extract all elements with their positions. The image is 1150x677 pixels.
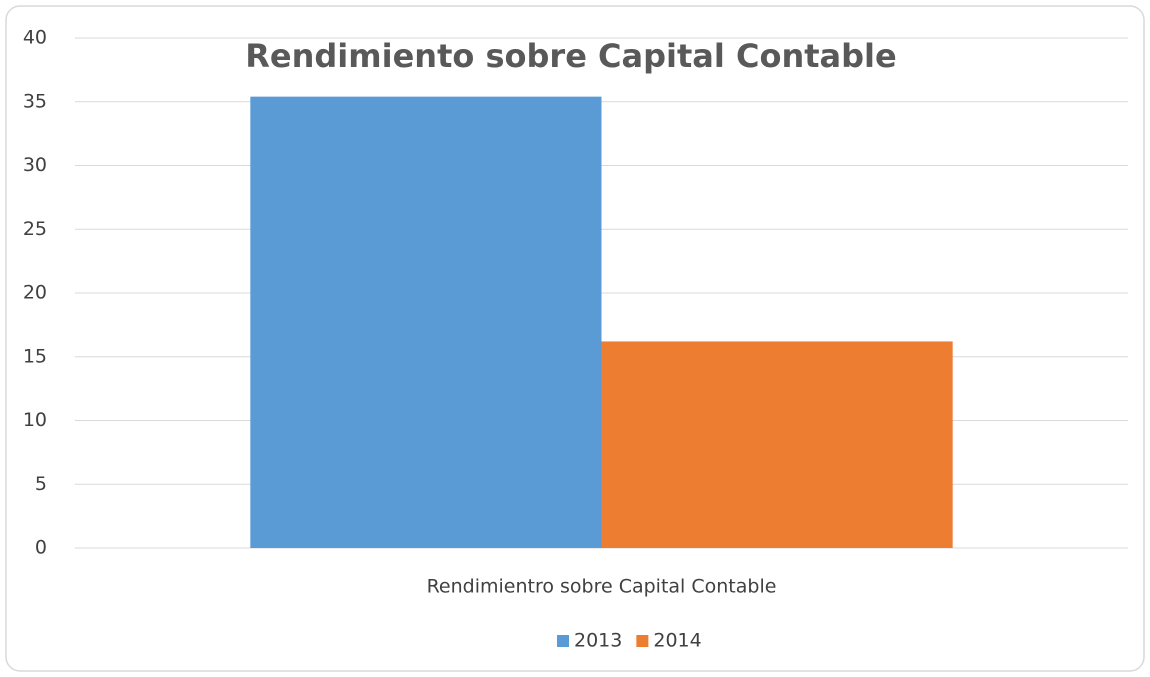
- legend-swatch: [557, 635, 569, 647]
- y-tick-label: 0: [35, 537, 47, 559]
- y-tick-label: 10: [23, 409, 47, 431]
- y-tick-label: 25: [23, 218, 47, 240]
- x-tick-label: Rendimientro sobre Capital Contable: [427, 576, 777, 598]
- bar: [601, 341, 953, 548]
- legend-label: 2014: [653, 630, 701, 652]
- y-tick-label: 5: [35, 473, 47, 495]
- legend-label: 2013: [574, 630, 622, 652]
- y-tick-label: 20: [23, 282, 47, 304]
- y-tick-label: 35: [23, 90, 47, 112]
- y-tick-label: 30: [23, 154, 47, 176]
- bar: [250, 96, 602, 549]
- chart-title: Rendimiento sobre Capital Contable: [245, 37, 896, 75]
- legend-swatch: [636, 635, 649, 647]
- y-tick-label: 15: [23, 345, 47, 367]
- y-tick-label: 40: [23, 27, 47, 49]
